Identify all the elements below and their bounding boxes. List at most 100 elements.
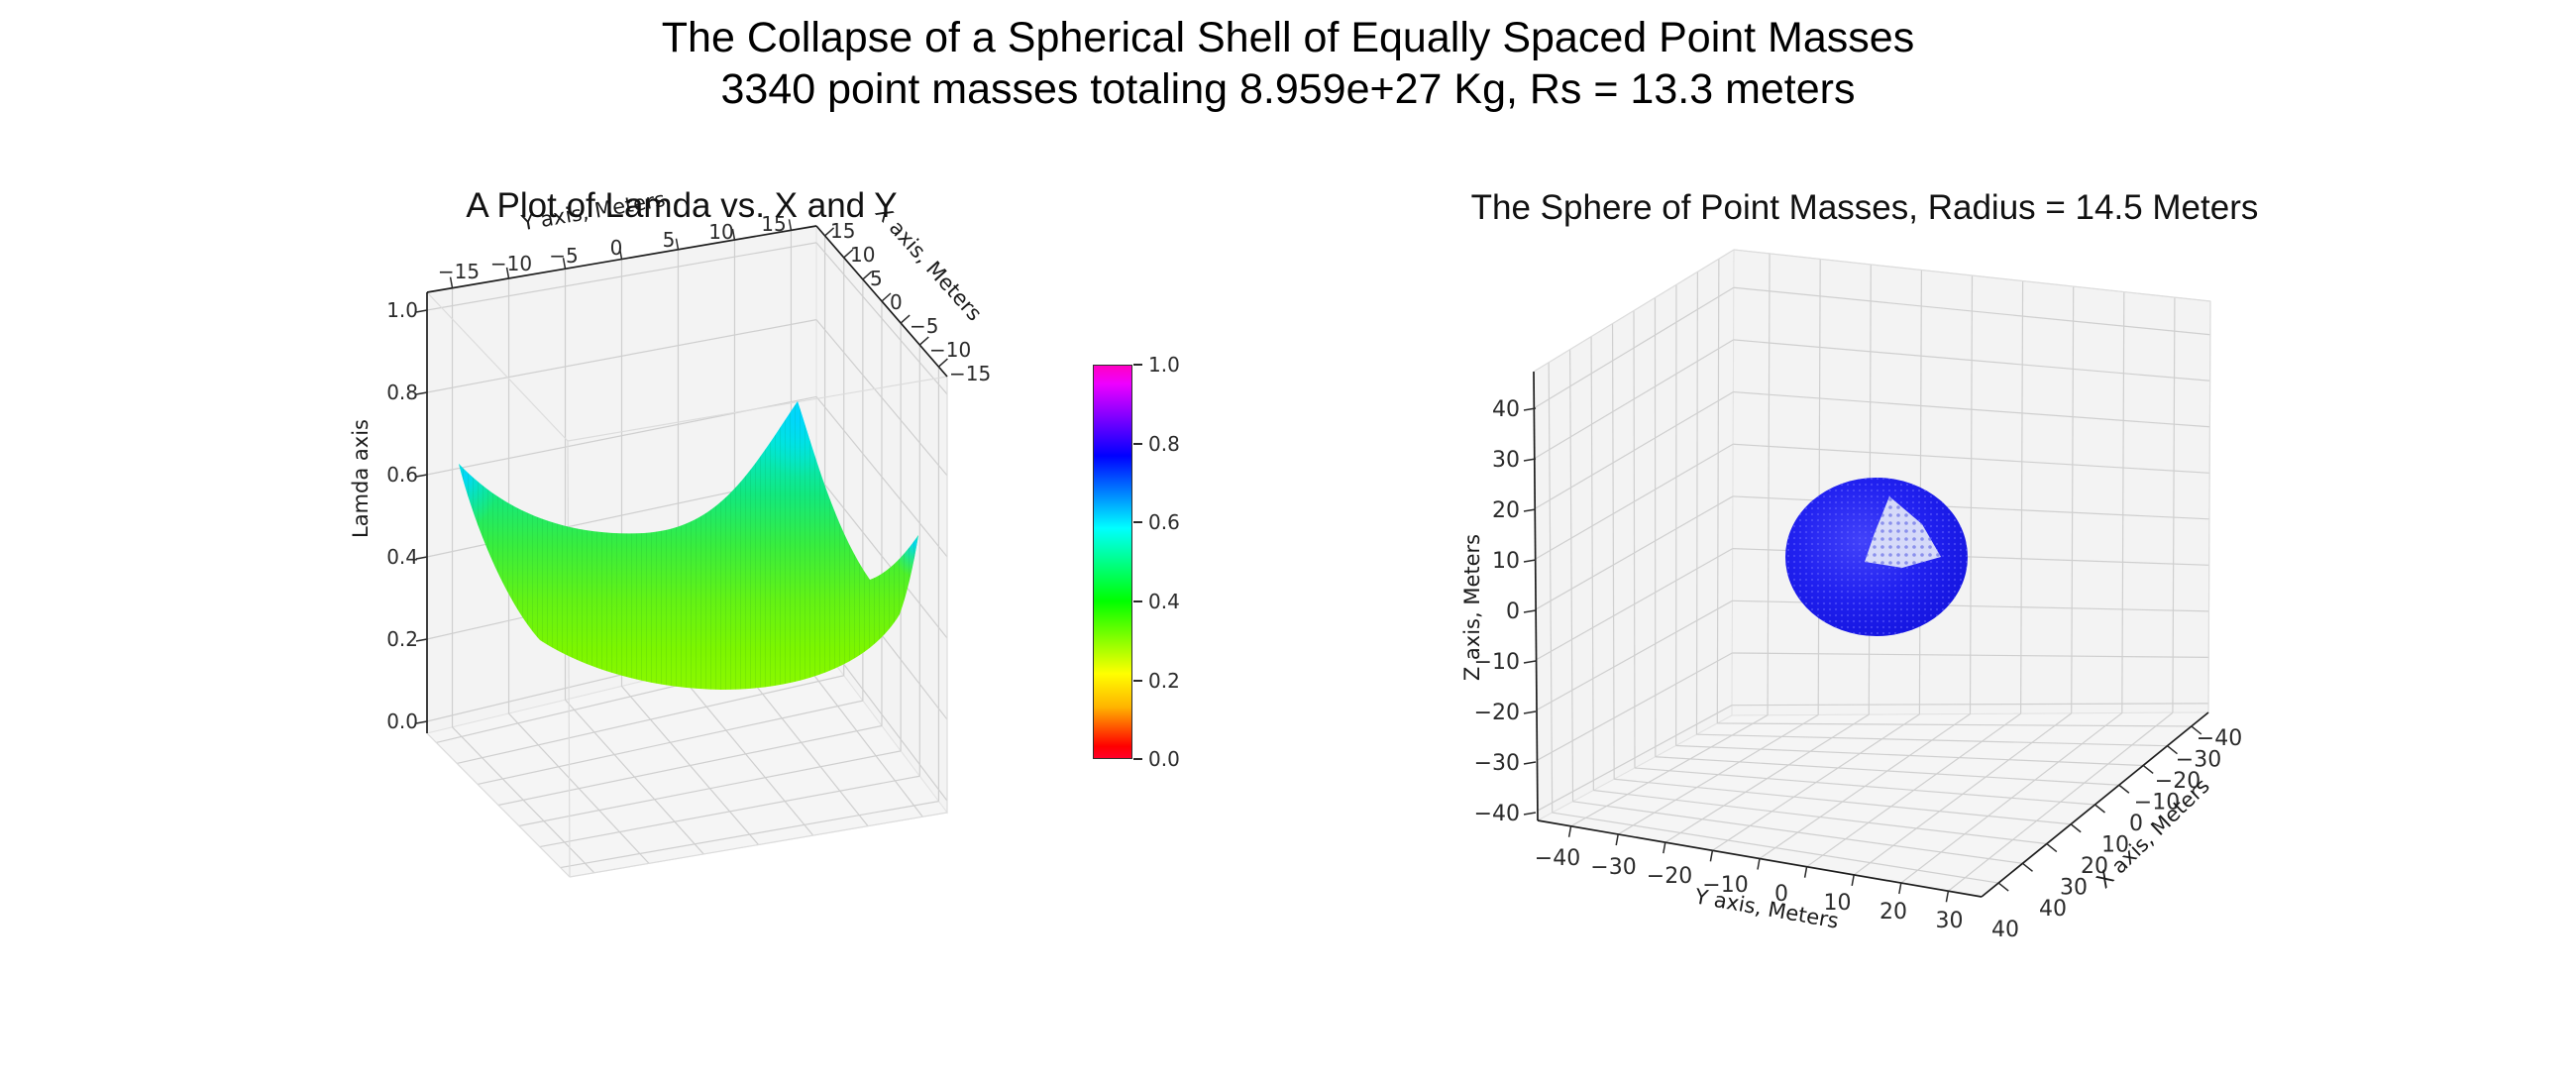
x-tick-label: 15 bbox=[830, 219, 855, 243]
grid-line bbox=[567, 376, 948, 442]
grid-line bbox=[1733, 339, 2210, 382]
tick-mark bbox=[505, 267, 510, 279]
grid-line bbox=[1717, 722, 2192, 727]
grid-line bbox=[2207, 300, 2211, 713]
z-tick-label: −40 bbox=[1474, 802, 1520, 826]
grid-line bbox=[426, 732, 571, 878]
x-tick-label: −5 bbox=[910, 314, 938, 338]
x-tick-label: 0 bbox=[890, 290, 903, 314]
tick-mark bbox=[1523, 609, 1537, 613]
tick-mark bbox=[881, 292, 892, 302]
left-plot-title: A Plot of Lamda vs. X and Y bbox=[466, 186, 898, 225]
z-tick-label: 0.6 bbox=[386, 463, 418, 487]
tick-mark bbox=[1997, 882, 2009, 892]
grid-line bbox=[1535, 443, 1734, 560]
tick-mark bbox=[1523, 710, 1537, 714]
tick-mark bbox=[1523, 812, 1537, 816]
z-tick-label: 0.4 bbox=[386, 545, 418, 569]
tick-mark bbox=[2070, 823, 2082, 833]
tick-mark bbox=[2191, 725, 2202, 735]
grid-line bbox=[1675, 744, 2144, 767]
y-tick-label: 10 bbox=[708, 220, 733, 244]
grid-line bbox=[1732, 703, 2209, 707]
z-axis-label: Lamda axis bbox=[349, 419, 373, 538]
grid-line bbox=[497, 724, 883, 807]
tick-mark bbox=[415, 309, 428, 313]
tick-mark bbox=[618, 248, 623, 260]
grid-line bbox=[1733, 286, 2210, 336]
z-tick-label: 0.8 bbox=[386, 381, 418, 404]
y-tick-label: 0 bbox=[610, 236, 623, 260]
y-tick-label: −40 bbox=[1535, 846, 1580, 871]
grid-line bbox=[1569, 349, 1574, 802]
grid-line bbox=[1732, 495, 2209, 520]
grid-line bbox=[1548, 362, 1554, 814]
grid-line bbox=[1534, 339, 1734, 460]
x-tick-label: −20 bbox=[2155, 769, 2200, 794]
colorbar-gradient bbox=[1093, 365, 1132, 759]
grid-line bbox=[1716, 259, 1720, 723]
tick-mark bbox=[788, 219, 793, 231]
grid-line bbox=[1537, 705, 1733, 812]
z-tick-label: 20 bbox=[1492, 498, 1520, 523]
z-tick-label: 0 bbox=[1506, 600, 1520, 624]
tick-mark bbox=[1523, 660, 1537, 664]
y-tick-label: −15 bbox=[438, 260, 480, 283]
tick-mark bbox=[675, 238, 680, 250]
tick-mark bbox=[918, 336, 929, 346]
y-tick-label: −30 bbox=[1590, 855, 1636, 880]
y-axis-label: Y axis, Meters bbox=[1692, 884, 1841, 932]
right-plot-title: The Sphere of Point Masses, Radius = 14.… bbox=[1470, 188, 2259, 227]
grid-line bbox=[426, 242, 817, 311]
suptitle-line-2: 3340 point masses totaling 8.959e+27 Kg,… bbox=[720, 65, 1856, 113]
y-tick-label: 5 bbox=[663, 228, 676, 252]
colorbar-tick-label: 0.6 bbox=[1148, 510, 1180, 534]
z-tick-label: −10 bbox=[1474, 650, 1520, 675]
grid-line bbox=[1633, 310, 1636, 769]
tick-mark bbox=[1523, 407, 1537, 411]
z-tick-label: 30 bbox=[1492, 448, 1520, 473]
y-tick-label: 15 bbox=[761, 212, 786, 236]
colorbar-tick-label: 0.0 bbox=[1148, 747, 1180, 771]
colorbar-tick-label: 0.4 bbox=[1148, 590, 1180, 613]
grid-line bbox=[569, 812, 948, 878]
grid-line bbox=[1806, 712, 2021, 868]
tick-mark bbox=[1709, 850, 1714, 862]
y-tick-label: 40 bbox=[1991, 918, 2019, 942]
z-tick-label: −20 bbox=[1474, 701, 1520, 725]
tick-mark bbox=[2142, 764, 2154, 775]
y-tick-label: 10 bbox=[1824, 891, 1852, 916]
grid-line bbox=[815, 319, 948, 477]
grid-line bbox=[1590, 336, 1594, 791]
grid-line bbox=[1534, 286, 1735, 409]
tick-mark bbox=[415, 638, 428, 642]
tick-mark bbox=[1803, 866, 1808, 878]
grid-line bbox=[1696, 733, 2168, 747]
tick-mark bbox=[2046, 842, 2058, 853]
colorbar-tick-mark bbox=[1133, 600, 1142, 602]
tick-mark bbox=[415, 720, 428, 724]
tick-mark bbox=[731, 228, 736, 241]
tick-mark bbox=[824, 227, 835, 237]
x-tick-label: 0 bbox=[2129, 812, 2143, 836]
colorbar-tick-mark bbox=[1133, 364, 1142, 366]
x-tick-label: 5 bbox=[870, 267, 883, 290]
grid-line bbox=[426, 319, 817, 393]
grid-line bbox=[2121, 291, 2125, 713]
y-tick-label: −10 bbox=[1702, 873, 1748, 898]
colorbar-tick-label: 0.8 bbox=[1148, 432, 1180, 456]
grid-line bbox=[1535, 495, 1734, 610]
tick-mark bbox=[2022, 862, 2033, 872]
z-tick-label: 1.0 bbox=[386, 298, 418, 322]
tick-mark bbox=[1567, 825, 1572, 837]
tick-mark bbox=[1523, 761, 1537, 765]
tick-mark bbox=[862, 271, 873, 280]
grid-line bbox=[1948, 711, 2174, 892]
grid-line bbox=[1533, 249, 1735, 373]
x-tick-label: −10 bbox=[929, 338, 971, 362]
z-axis-label: Z axis, Meters bbox=[1460, 534, 1484, 681]
colorbar: 1.0 0.8 0.6 0.4 0.2 0.0 bbox=[1093, 353, 1180, 771]
grid-line bbox=[2172, 297, 2176, 713]
z-tick-label: 0.2 bbox=[386, 627, 418, 651]
